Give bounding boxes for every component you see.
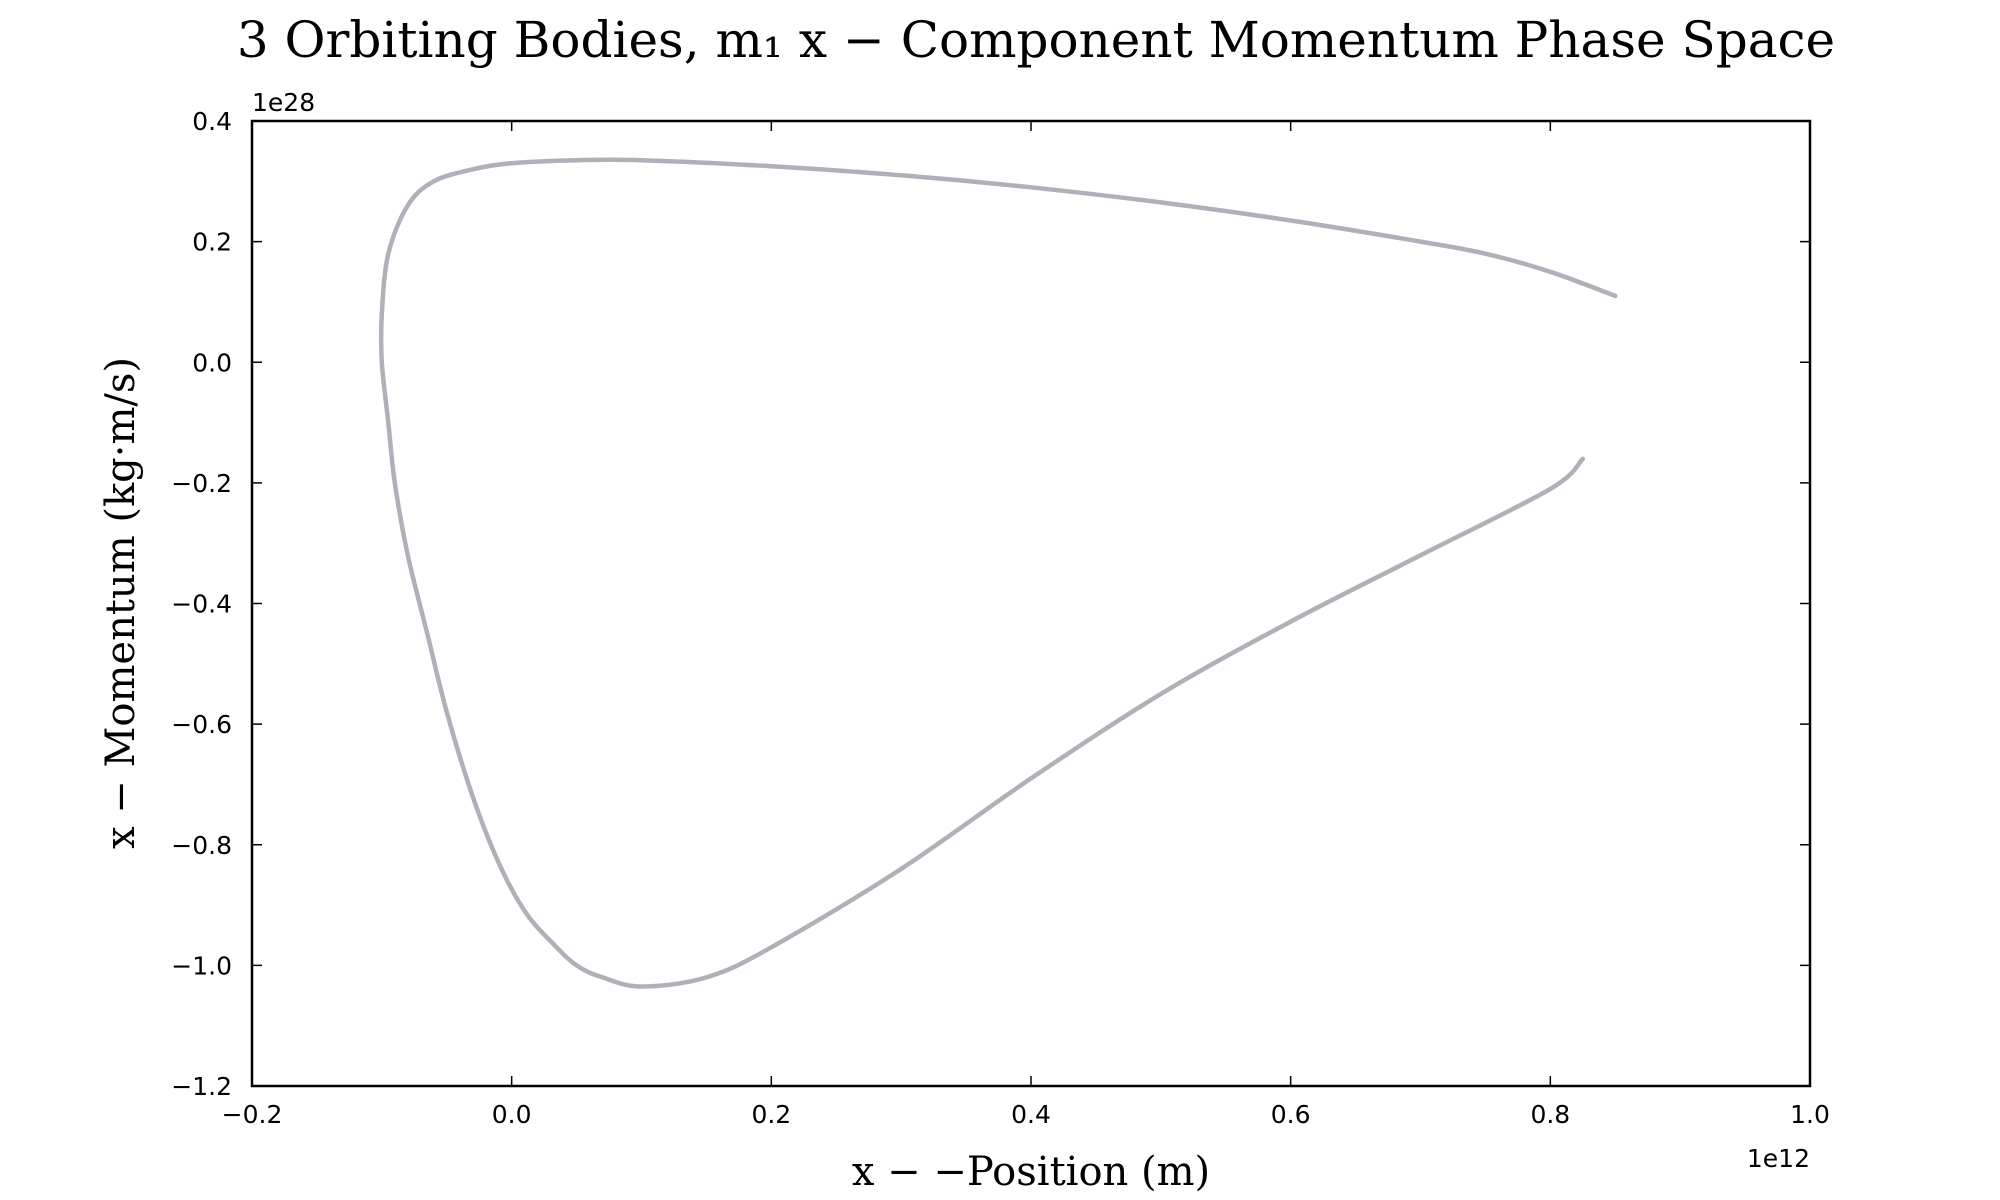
y-tick-label: −0.2 xyxy=(171,469,232,498)
y-tick-label: 0.0 xyxy=(192,348,232,377)
x-tick-label: 0.4 xyxy=(1011,1100,1051,1129)
series-layer xyxy=(378,157,1618,989)
x-tick-label: 0.0 xyxy=(492,1100,532,1129)
y-axis-label: x − Momentum (kg·m/s) xyxy=(98,357,144,849)
x-tick-label: 0.8 xyxy=(1530,1100,1570,1129)
x-offset-label: 1e12 xyxy=(1747,1144,1810,1173)
x-tick-label: 1.0 xyxy=(1790,1100,1830,1129)
y-ticks: −1.2 −1.0 −0.8 −0.6 −0.4 −0.2 0.0 0.2 0.4 xyxy=(171,107,1810,1101)
x-tick-label: −0.2 xyxy=(222,1100,283,1129)
y-tick-label: −1.2 xyxy=(171,1072,232,1101)
x-tick-label: 0.2 xyxy=(751,1100,791,1129)
y-tick-label: 0.4 xyxy=(192,107,232,136)
y-tick-label: −0.4 xyxy=(171,590,232,619)
chart-title: 3 Orbiting Bodies, m₁ x − Component Mome… xyxy=(237,11,1835,69)
series-line xyxy=(378,157,1618,989)
plot-area: −0.2 0.0 0.2 0.4 0.6 0.8 1.0 −1.2−1.0−0.8−0.6−… xyxy=(171,107,1830,1129)
y-tick-label: −1.0 xyxy=(171,951,232,980)
y-tick-label: −0.8 xyxy=(171,831,232,860)
y-tick-label: 0.2 xyxy=(192,228,232,257)
y-tick-label: −0.6 xyxy=(171,710,232,739)
x-axis-label: x − −Position (m) xyxy=(852,1149,1210,1195)
y-offset-label: 1e28 xyxy=(252,88,315,117)
x-ticks: −0.2 0.0 0.2 0.4 0.6 0.8 1.0 xyxy=(222,121,1830,1129)
x-tick-label: 0.6 xyxy=(1271,1100,1311,1129)
plot-frame xyxy=(250,119,1812,1088)
